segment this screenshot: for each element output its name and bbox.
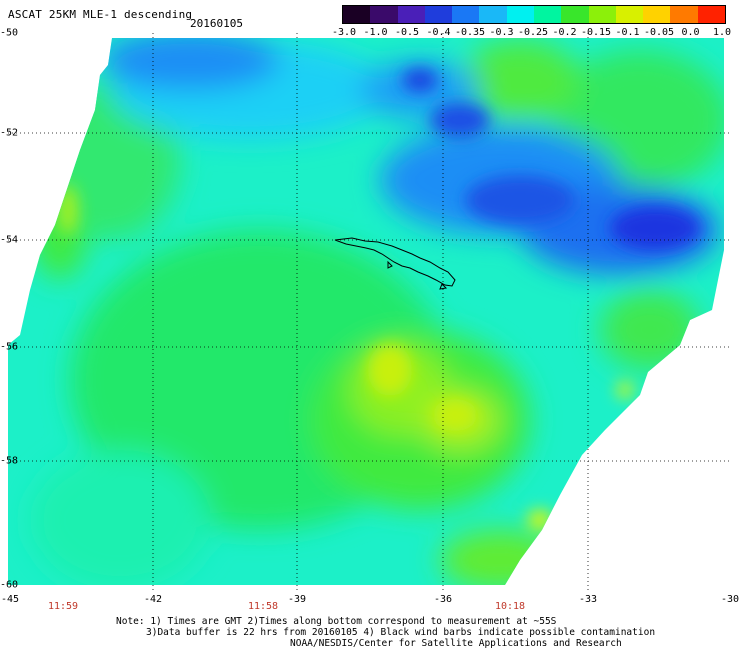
colorbar-segment (670, 6, 698, 23)
colorbar-tick-label: -0.2 (552, 27, 577, 38)
south-georgia-island (334, 237, 456, 290)
longitude-label: -30 (720, 594, 740, 605)
colorbar-tick-label: 1.0 (712, 27, 732, 38)
latitude-label: -52 (0, 127, 19, 139)
longitude-label: -45 (0, 594, 20, 605)
colorbar-segment (479, 6, 507, 23)
colorbar-tick-label: -0.1 (615, 27, 640, 38)
colorbar-segment (397, 6, 425, 23)
longitude-label: -39 (287, 594, 307, 605)
colorbar-segment (533, 6, 562, 23)
footer-note-2: 3)Data buffer is 22 hrs from 20160105 4)… (146, 627, 656, 638)
colorbar-tick-label: -0.35 (454, 27, 486, 38)
latitude-label: -50 (0, 27, 19, 39)
colorbar-tick-label: -0.3 (489, 27, 514, 38)
colorbar-segment (561, 6, 589, 23)
colorbar-segment (697, 6, 725, 23)
wind-field (8, 38, 724, 585)
longitude-label: -42 (143, 594, 163, 605)
longitude-label: -33 (578, 594, 598, 605)
colorbar-tick-label: -0.5 (394, 27, 420, 38)
time-label: 11:58 (247, 601, 279, 612)
colorbar-segment (506, 6, 534, 23)
colorbar-segment (370, 6, 398, 23)
colorbar-tick-label: -0.25 (517, 27, 549, 38)
map-title: ASCAT 25KM MLE-1 descending (8, 8, 193, 21)
latitude-label: -60 (0, 579, 19, 591)
footer-credit: NOAA/NESDIS/Center for Satellite Applica… (290, 638, 622, 649)
latitude-label: -58 (0, 455, 19, 467)
colorbar-segment (343, 6, 371, 23)
longitude-label: -36 (433, 594, 453, 605)
colorbar-segment (588, 6, 616, 23)
colorbar-tick-label: -0.15 (580, 27, 612, 38)
colorbar-tick-label: 0.0 (681, 27, 700, 38)
colorbar-segment (452, 6, 480, 23)
map-date: 20160105 (190, 17, 243, 30)
footer-note-1: Note: 1) Times are GMT 2)Times along bot… (116, 616, 557, 627)
colorbar-segment (424, 6, 453, 23)
colorbar-segment (615, 6, 644, 23)
colorbar-tick-label: -0.05 (643, 27, 675, 38)
colorbar-tick-label: -1.0 (363, 27, 388, 38)
time-label: 11:59 (47, 601, 79, 612)
time-label: 10:18 (494, 601, 526, 612)
colorbar (342, 5, 726, 24)
latitude-label: -56 (0, 341, 19, 353)
latitude-label: -54 (0, 234, 19, 246)
colorbar-tick-label: -0.4 (426, 27, 451, 38)
graticule (8, 33, 732, 590)
colorbar-segment (643, 6, 671, 23)
colorbar-tick-label: -3.0 (331, 27, 357, 38)
